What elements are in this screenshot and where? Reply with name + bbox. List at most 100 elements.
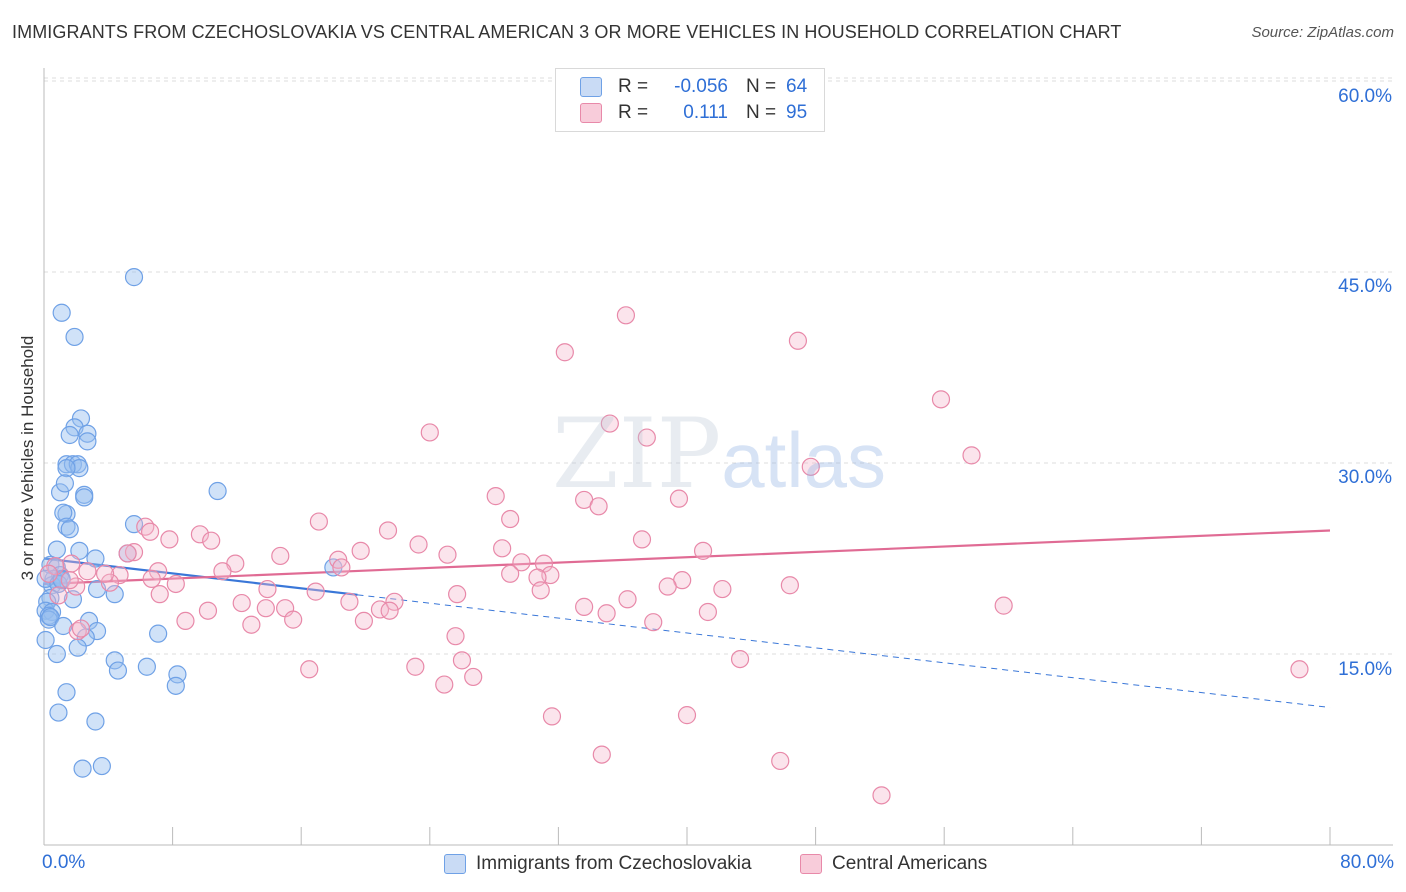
czechoslovakia-point xyxy=(73,759,92,778)
central-americans-point xyxy=(378,521,398,540)
central-americans-point xyxy=(124,543,144,562)
czechoslovakia-point xyxy=(92,756,111,776)
central-americans-point xyxy=(493,539,512,558)
czechoslovakia-trendline-extension xyxy=(357,594,1331,708)
central-americans-point xyxy=(592,745,611,764)
central-americans-point xyxy=(60,571,79,590)
central-americans-point xyxy=(632,530,652,549)
legend-n-label: N = xyxy=(746,76,777,97)
central-americans-point xyxy=(713,579,732,599)
czechoslovakia-point xyxy=(57,459,76,478)
central-americans-point xyxy=(452,651,472,670)
central-americans-point xyxy=(340,592,359,611)
central-americans-point xyxy=(406,657,425,676)
central-americans-point xyxy=(600,414,619,433)
czechoslovakia-point xyxy=(57,517,76,536)
bottom-legend-central-americans: Central Americans xyxy=(800,852,987,876)
czechoslovakia-point xyxy=(208,481,227,501)
czechoslovakia-point xyxy=(105,585,124,604)
central-americans-point xyxy=(486,487,505,506)
central-americans-point xyxy=(589,497,608,516)
czechoslovakia-point xyxy=(47,644,66,664)
central-americans-point xyxy=(284,610,303,629)
watermark-atlas: atlas xyxy=(721,416,886,504)
central-americans-point xyxy=(1290,660,1309,679)
central-americans-point xyxy=(256,599,275,618)
axes xyxy=(43,68,1393,846)
legend-n-value: 95 xyxy=(786,102,808,123)
central-americans-point xyxy=(118,544,137,563)
czechoslovakia-point xyxy=(49,703,68,722)
central-americans-point xyxy=(438,545,457,564)
central-americans-point xyxy=(616,306,636,325)
central-americans-point xyxy=(531,581,550,600)
czechoslovakia-point xyxy=(68,638,87,657)
central-americans-trendline xyxy=(43,529,1331,586)
central-americans-point xyxy=(242,615,261,634)
legend-n-value: 64 xyxy=(786,76,808,97)
central-americans-point xyxy=(693,541,713,560)
central-americans-point xyxy=(448,585,467,604)
czechoslovakia-point xyxy=(60,520,79,539)
central-americans-point xyxy=(542,707,562,726)
central-americans-point xyxy=(271,546,290,566)
central-americans-point xyxy=(110,565,129,585)
legend-r-label: R = xyxy=(618,76,649,97)
czechoslovakia-point xyxy=(78,424,97,443)
bottom-legend-czechoslovakia: Immigrants from Czechoslovakia xyxy=(444,852,752,876)
czechoslovakia-point xyxy=(105,651,124,670)
central-americans-point xyxy=(501,564,520,583)
central-americans-point xyxy=(190,525,210,544)
bottom-legend-swatch-central-americans xyxy=(800,854,822,874)
central-americans-point xyxy=(142,569,161,588)
czechoslovakia-point xyxy=(166,676,185,695)
czechoslovakia-point xyxy=(168,665,187,684)
central-americans-point xyxy=(409,535,428,554)
czechoslovakia-point xyxy=(71,409,91,428)
correlation-legend: R = -0.056 N = 64 R = 0.111 N = 95 xyxy=(555,68,825,132)
data-points xyxy=(36,97,1309,805)
central-americans-point xyxy=(136,517,155,536)
central-americans-point xyxy=(788,331,808,350)
central-americans-point xyxy=(306,582,325,601)
central-americans-point xyxy=(160,530,179,549)
central-americans-point xyxy=(49,586,68,605)
central-americans-point xyxy=(140,522,160,541)
central-americans-point xyxy=(370,600,390,619)
central-americans-point xyxy=(677,706,697,725)
central-americans-point xyxy=(198,601,218,620)
legend-r-label: R = xyxy=(618,102,649,123)
central-americans-point xyxy=(62,554,81,573)
legend-n-label: N = xyxy=(746,102,777,123)
y-tick-label-60: 60.0% xyxy=(1338,86,1392,107)
central-americans-point xyxy=(68,621,87,641)
bottom-legend-label-central-americans: Central Americans xyxy=(832,853,988,874)
central-americans-point xyxy=(435,675,454,694)
central-americans-point xyxy=(380,601,399,620)
czechoslovakia-point xyxy=(54,616,73,636)
watermark: ZIPatlas xyxy=(552,398,886,510)
central-americans-point xyxy=(658,577,677,596)
central-americans-point xyxy=(555,343,574,362)
central-americans-point xyxy=(420,423,439,442)
czechoslovakia-point xyxy=(108,661,128,680)
central-americans-point xyxy=(597,604,616,623)
central-americans-point xyxy=(213,562,232,581)
legend-swatch-central-americans xyxy=(580,103,602,123)
y-tick-label-45: 45.0% xyxy=(1338,276,1392,297)
central-americans-point xyxy=(258,579,277,599)
legend-row-central-americans: R = 0.111 N = 95 xyxy=(580,101,807,125)
central-americans-point xyxy=(100,573,120,592)
czechoslovakia-point xyxy=(57,683,76,702)
czechoslovakia-point xyxy=(60,425,79,445)
central-americans-point xyxy=(351,541,370,560)
gridlines xyxy=(44,77,1393,655)
central-americans-point xyxy=(202,531,221,550)
central-americans-point xyxy=(39,564,58,583)
central-americans-point xyxy=(71,619,91,638)
czechoslovakia-point xyxy=(55,474,74,493)
central-americans-point xyxy=(446,627,465,646)
central-americans-point xyxy=(150,585,169,604)
czechoslovakia-point xyxy=(41,607,60,627)
czechoslovakia-point xyxy=(47,540,66,559)
